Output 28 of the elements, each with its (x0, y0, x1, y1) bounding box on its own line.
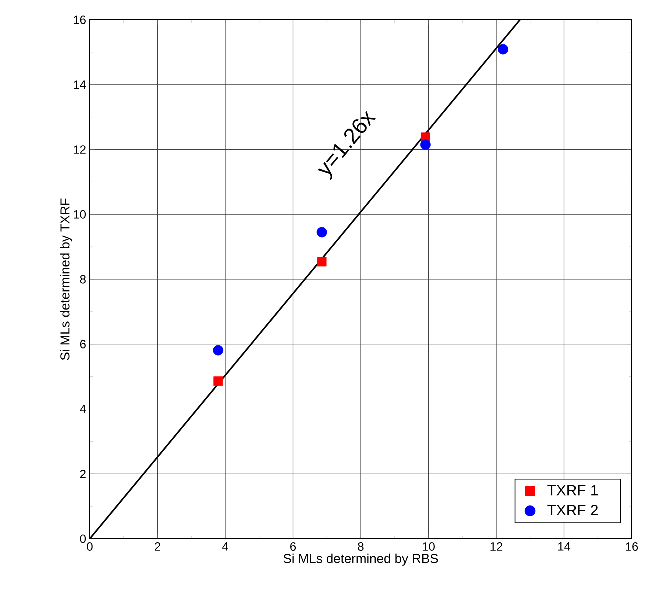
y-tick-label: 0 (80, 534, 86, 544)
x-tick-label: 10 (423, 542, 435, 551)
point (214, 376, 224, 386)
y-tick-label: 8 (80, 275, 86, 284)
point (317, 257, 327, 267)
y-tick-label: 16 (74, 16, 86, 24)
x-tick-label: 14 (558, 542, 571, 551)
x-tick-label: 8 (358, 542, 364, 551)
y-tick-label: 2 (80, 470, 86, 478)
point (420, 140, 431, 150)
y-tick-label: 14 (74, 80, 86, 89)
x-tick-label: 4 (222, 542, 228, 551)
y-axis-title: Si MLs determined by TXRF (60, 198, 72, 360)
y-tick-label: 6 (80, 340, 86, 349)
y-tick-label: 4 (80, 405, 86, 414)
y-tick-label: 10 (74, 210, 86, 219)
x-tick-label: 6 (290, 542, 296, 551)
legend-label: TXRF 1 (548, 485, 598, 496)
point (316, 227, 328, 238)
x-tick-label: 12 (490, 542, 503, 551)
x-axis-title: Si MLs determined by RBS (284, 554, 438, 566)
point (213, 345, 224, 356)
y-tick-label: 12 (74, 146, 86, 154)
x-tick-label: 16 (626, 542, 638, 551)
point (498, 44, 508, 55)
x-tick-label: 2 (155, 542, 160, 551)
x-tick-label: 0 (87, 542, 93, 551)
legend-label: TXRF 2 (548, 505, 598, 516)
